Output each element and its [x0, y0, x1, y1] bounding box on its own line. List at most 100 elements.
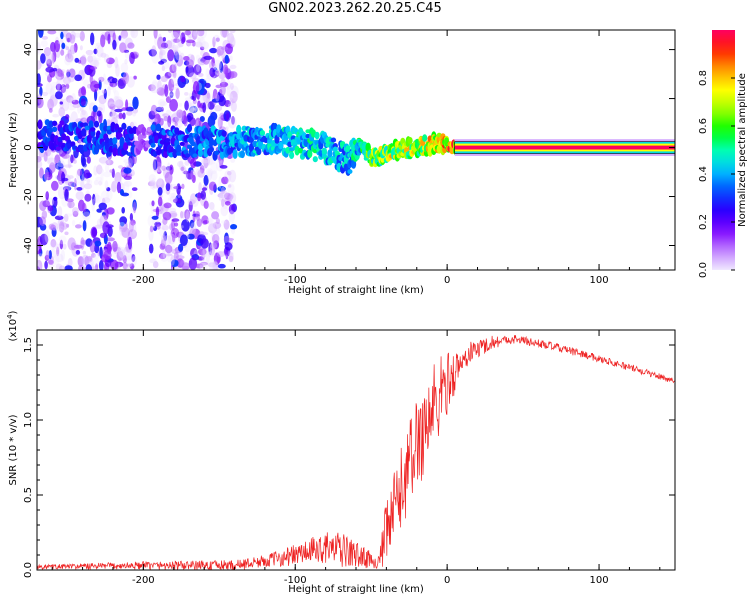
spectrogram-noise-cell — [208, 172, 212, 183]
spectrogram-noise-cell — [131, 30, 135, 37]
spectrogram-noise-cell — [120, 77, 127, 81]
spectrogram-noise-cell — [69, 50, 74, 63]
spectrogram-noise-cell — [45, 191, 49, 201]
spectrogram-noise-cell — [211, 208, 216, 212]
spectrogram-ridge-cell — [278, 141, 284, 150]
spectrogram-noise-cell — [230, 157, 236, 163]
spectrogram-noise-cell — [115, 99, 124, 109]
spectrogram-noise-cell — [196, 54, 201, 61]
spectrogram-noise-cell — [228, 255, 234, 263]
spectrogram-noise-cell — [160, 252, 169, 262]
spectrogram-noise-cell — [50, 222, 59, 231]
spectrogram-noise-cell — [119, 42, 127, 53]
spectrogram-noise-cell — [123, 181, 130, 194]
spectrogram-noise-cell — [116, 250, 124, 261]
spectrogram-noise-cell — [73, 159, 77, 164]
spectrogram-noise-cell — [157, 99, 166, 107]
spectrogram-noise-cell — [210, 242, 218, 249]
spectrogram-noise-cell — [172, 198, 182, 204]
spectrogram-noise-cell — [37, 49, 42, 55]
spectrogram-noise-cell — [226, 193, 233, 202]
spectrogram-noise-cell — [160, 205, 165, 215]
spectrogram-noise-cell — [175, 49, 182, 61]
spectrogram-noise-cell — [161, 165, 166, 171]
spectrogram-ridge-cell — [117, 133, 123, 138]
figure-title: GN02.2023.262.20.25.C45 — [268, 1, 442, 16]
spectrogram-noise-cell — [90, 80, 99, 93]
spectrogram-noise-cell — [121, 227, 130, 238]
spectrogram-ridge-cell — [93, 120, 100, 128]
spectrogram-noise-cell — [114, 108, 123, 113]
spectrogram-noise-cell — [42, 91, 48, 97]
spectrogram-noise-cell — [174, 51, 180, 63]
spectrogram-noise-cell — [220, 205, 229, 217]
spectrogram-noise-cell — [112, 39, 117, 50]
spectrogram-noise-cell — [118, 35, 122, 41]
spectrogram-noise-cell — [214, 69, 223, 76]
spectrogram-noise-cell — [60, 249, 65, 262]
spectrogram-noise-cell — [148, 49, 157, 57]
spectrogram-noise-cell — [123, 167, 132, 174]
spectrogram-noise-cell — [90, 226, 98, 239]
spectrogram-noise-cell — [44, 229, 50, 243]
spectrogram-noise-cell — [50, 240, 58, 250]
spectrogram-noise-cell — [212, 62, 217, 70]
spectrogram-noise-cell — [229, 30, 236, 34]
spectrogram-noise-cell — [126, 76, 135, 88]
spectrogram-ridge-cell — [197, 149, 203, 157]
spectrogram-noise-cell — [121, 224, 128, 235]
spectrogram-noise-cell — [170, 266, 179, 270]
spectrogram-noise-cell — [93, 253, 100, 259]
spectrogram-noise-cell — [171, 245, 176, 250]
spectrogram-noise-cell — [165, 182, 171, 192]
spectrogram-noise-cell — [40, 40, 48, 48]
spectrogram-noise-cell — [191, 30, 198, 40]
spectrogram-ridge-cell — [112, 137, 118, 145]
spectrogram-noise-cell — [162, 113, 170, 118]
spectrogram-noise-cell — [63, 180, 71, 193]
spectrogram-noise-cell — [81, 54, 87, 67]
spectrogram-noise-cell — [131, 187, 138, 192]
spectrogram-noise-cell — [44, 55, 51, 64]
spectrogram-y-tick-label: 0 — [23, 144, 34, 150]
spectrogram-noise-cell — [85, 49, 94, 56]
spectrogram-noise-cell — [149, 258, 157, 264]
spectrogram-noise-cell — [229, 82, 234, 90]
spectrogram-noise-cell — [162, 250, 166, 259]
spectrogram-noise-cell — [214, 105, 223, 112]
spectrogram-ridge-cell — [123, 150, 129, 155]
spectrogram-noise-cell — [70, 111, 78, 124]
spectrogram-ridge-cell — [93, 145, 100, 155]
spectrogram-noise-cell — [65, 114, 70, 120]
spectrogram-noise-cell — [156, 224, 161, 230]
spectrogram-ridge-cell — [196, 135, 202, 146]
spectrogram-noise-cell — [92, 57, 101, 62]
spectrogram-noise-cell — [153, 30, 158, 39]
spectrogram-noise-cell — [207, 115, 216, 128]
spectrogram-ridge-cell — [176, 151, 182, 156]
spectrogram-noise-cell — [101, 212, 106, 217]
spectrogram-noise-cell — [230, 101, 237, 112]
spectrogram-noise-cell — [213, 59, 222, 71]
spectrogram-noise-cell — [57, 69, 64, 77]
spectrogram-noise-cell — [224, 54, 229, 64]
spectrogram-noise-cell — [59, 101, 63, 105]
spectrogram-noise-cell — [224, 100, 232, 107]
spectrogram-noise-cell — [121, 192, 130, 197]
spectrogram-noise-cell — [201, 187, 208, 191]
spectrogram-ridge-cell — [176, 144, 182, 154]
spectrogram-noise-cell — [199, 116, 205, 122]
spectrogram-noise-cell — [72, 207, 79, 215]
spectrogram-noise-cell — [37, 97, 44, 109]
spectrogram-noise-cell — [46, 263, 55, 268]
spectrogram-noise-cell — [128, 229, 137, 240]
spectrogram-x-tick-label: 100 — [590, 275, 609, 286]
spectrogram-noise-cell — [175, 88, 180, 100]
spectrogram-ridge-cell — [208, 146, 214, 153]
spectrogram-noise-cell — [181, 183, 185, 190]
spectrogram-noise-cell — [93, 165, 98, 176]
spectrogram-noise-cell — [118, 222, 126, 227]
spectrogram-noise-cell — [67, 258, 73, 267]
spectrogram-noise-cell — [61, 171, 65, 184]
spectrogram-noise-cell — [200, 41, 210, 50]
